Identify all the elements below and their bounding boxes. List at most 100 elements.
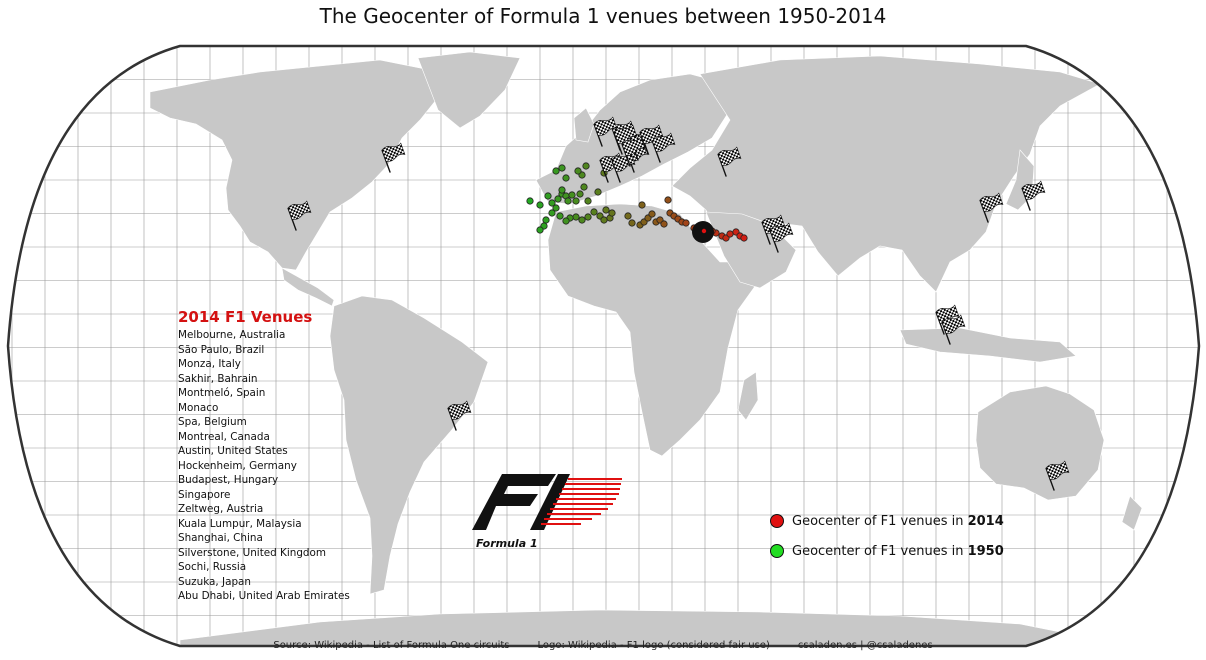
trail-point [572, 197, 580, 205]
trail-point [552, 204, 560, 212]
venue-item: Abu Dhabi, United Arab Emirates [178, 590, 350, 602]
trail-point [578, 216, 586, 224]
legend-text-2014: Geocenter of F1 venues in [792, 513, 968, 529]
venue-item: Montmeló, Spain [178, 387, 266, 399]
trail-point [542, 216, 550, 224]
trail-point [562, 217, 570, 225]
landmasses [149, 51, 1143, 646]
trail-point [584, 197, 592, 205]
trail-point [562, 174, 570, 182]
venue-item: Singapore [178, 488, 231, 501]
venue-item: Spa, Belgium [178, 416, 247, 428]
trail-point [548, 199, 556, 207]
trail-point [740, 234, 748, 242]
checkered-flag-icon [769, 222, 794, 253]
legend-item-1950: Geocenter of F1 venues in 1950 [770, 540, 1004, 562]
trail-point [594, 188, 602, 196]
venue-item: Monza, Italy [178, 358, 241, 370]
trail-point [726, 230, 734, 238]
map-title: The Geocenter of Formula 1 venues betwee… [319, 4, 887, 28]
trail-point [576, 190, 584, 198]
f1-logo-caption: Formula 1 [476, 537, 538, 550]
map-frame [6, 44, 1201, 648]
trail-point [556, 212, 564, 220]
trail-point [638, 201, 646, 209]
trail-point [552, 167, 560, 175]
geocenter-marker-icon [692, 221, 714, 243]
checkered-flag-icon [611, 152, 636, 183]
trail-point [584, 213, 592, 221]
trail-point [628, 219, 636, 227]
venue-item: Shanghai, China [178, 532, 263, 544]
venue-item: Montreal, Canada [178, 430, 270, 443]
legend-marker-1950 [770, 544, 784, 558]
venue-list: Melbourne, Australia São Paulo, Brazil M… [178, 328, 350, 604]
checkered-flag-icon [287, 200, 312, 231]
land-asia [671, 55, 1101, 293]
legend-marker-2014 [770, 514, 784, 528]
land-south-america [329, 295, 489, 595]
footer: Source: Wikipedia - List of Formula One … [0, 640, 1206, 651]
legend: Geocenter of F1 venues in 2014 Geocenter… [770, 510, 1004, 570]
trail-point [574, 167, 582, 175]
legend-year-1950: 1950 [967, 543, 1004, 559]
venue-item: Monaco [178, 401, 219, 414]
land-antarctica [179, 609, 1101, 646]
geocenter-trail [526, 162, 748, 242]
checkered-flag-icon [941, 314, 966, 345]
trail-point [660, 220, 668, 228]
trail-point [590, 208, 598, 216]
land-australia [975, 385, 1105, 501]
trail-point [558, 186, 566, 194]
venue-flags [287, 116, 1070, 491]
legend-item-2014: Geocenter of F1 venues in 2014 [770, 510, 1004, 532]
checkered-flag-icon [639, 124, 664, 155]
land-central-america [281, 267, 335, 307]
trail-point [568, 191, 576, 199]
venue-item: Austin, United States [178, 445, 288, 457]
trail-point [558, 164, 566, 172]
venue-item: Zeltweg, Austria [178, 503, 264, 515]
venue-item: Silverstone, United Kingdom [178, 546, 327, 559]
venues-heading: 2014 F1 Venues [178, 308, 313, 326]
trail-point [608, 209, 616, 217]
trail-point [602, 206, 610, 214]
trail-point [554, 195, 562, 203]
trail-point [580, 183, 588, 191]
legend-text-1950: Geocenter of F1 venues in [792, 543, 968, 559]
checkered-flag-icon [593, 116, 618, 147]
land-indonesia [899, 327, 1077, 363]
trail-point [544, 192, 552, 200]
venues-panel: 2014 F1 Venues Melbourne, Australia São … [178, 308, 350, 604]
trail-point [526, 197, 534, 205]
venue-item: Kuala Lumpur, Malaysia [178, 517, 302, 530]
trail-point [648, 210, 656, 218]
venue-item: Suzuka, Japan [178, 575, 252, 588]
land-north-america [149, 59, 441, 271]
venue-item: Hockenheim, Germany [178, 459, 297, 472]
footer-author: csaladen.es | @csaladenes [797, 640, 933, 651]
checkered-flag-icon [621, 136, 646, 167]
footer-source: Source: Wikipedia - List of Formula One … [273, 640, 510, 651]
venue-item: Melbourne, Australia [178, 329, 286, 341]
venue-item: São Paulo, Brazil [178, 343, 265, 356]
footer-logo-credit: Logo: Wikipedia - F1 logo (considered fa… [537, 640, 770, 651]
trail-point [564, 197, 572, 205]
trail-point [582, 162, 590, 170]
venue-item: Sochi, Russia [178, 561, 247, 573]
f1-logo-icon [472, 474, 622, 530]
venue-item: Sakhir, Bahrain [178, 372, 258, 385]
trail-point [536, 201, 544, 209]
trail-point [664, 196, 672, 204]
trail-point [600, 216, 608, 224]
trail-point [572, 213, 580, 221]
checkered-flag-icon [651, 132, 676, 163]
trail-point [548, 209, 556, 217]
legend-year-2014: 2014 [967, 513, 1004, 529]
land-africa [547, 203, 759, 457]
checkered-flag-icon [717, 146, 742, 177]
venue-item: Budapest, Hungary [178, 474, 279, 486]
checkered-flag-icon [1045, 460, 1070, 491]
land-madagascar [737, 371, 759, 421]
